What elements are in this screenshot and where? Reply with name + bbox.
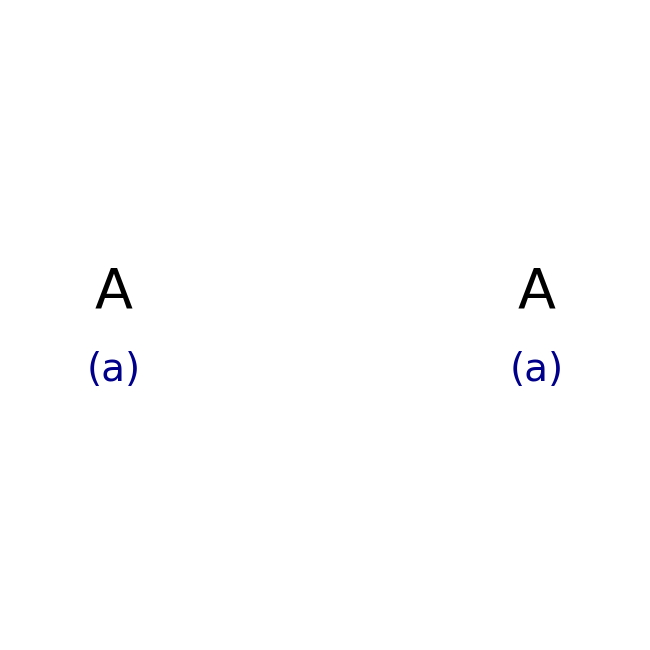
Text: (a): (a): [509, 352, 564, 389]
Text: A: A: [95, 265, 133, 320]
Text: (a): (a): [86, 352, 141, 389]
Text: A: A: [517, 265, 555, 320]
